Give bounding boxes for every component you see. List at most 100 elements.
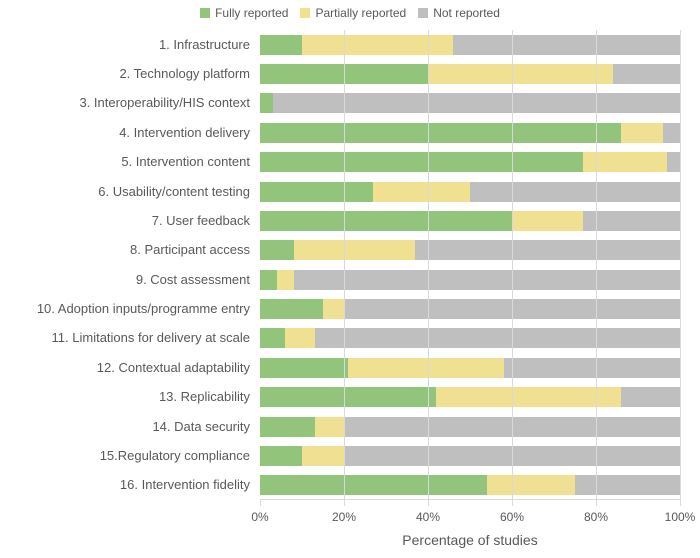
tickmark — [680, 500, 681, 506]
bar-segment-partial — [302, 446, 344, 466]
bar-row: 3. Interoperability/HIS context — [260, 93, 680, 113]
category-label: 4. Intervention delivery — [0, 123, 250, 143]
category-label: 1. Infrastructure — [0, 35, 250, 55]
category-label: 5. Intervention content — [0, 152, 250, 172]
bar-row: 13. Replicability — [260, 387, 680, 407]
bars-area: 1. Infrastructure 2. Technology platform 3… — [260, 30, 680, 500]
bar-segment-not — [583, 211, 680, 231]
bar-row: 8. Participant access — [260, 240, 680, 260]
bar-row: 6. Usability/content testing — [260, 182, 680, 202]
legend-label: Not reported — [433, 6, 500, 20]
gridline — [428, 30, 429, 500]
bar-row: 1. Infrastructure — [260, 35, 680, 55]
plot-area: 1. Infrastructure 2. Technology platform 3… — [260, 30, 680, 500]
chart-container: Fully reported Partially reported Not repo… — [0, 0, 700, 558]
bar-row: 2. Technology platform — [260, 64, 680, 84]
bar-segment-not — [273, 93, 680, 113]
bar-segment-not — [504, 358, 680, 378]
bar-segment-fully — [260, 299, 323, 319]
bar-segment-partial — [285, 328, 314, 348]
category-label: 11. Limitations for delivery at scale — [0, 328, 250, 348]
tick-label: 20% — [332, 510, 356, 524]
bar-segment-not — [621, 387, 680, 407]
bar-segment-partial — [436, 387, 621, 407]
bar-segment-partial — [512, 211, 583, 231]
category-label: 3. Interoperability/HIS context — [0, 93, 250, 113]
bar-segment-not — [667, 152, 680, 172]
bar-segment-partial — [348, 358, 503, 378]
bar-segment-fully — [260, 93, 273, 113]
tick-label: 60% — [500, 510, 524, 524]
bar-row: 5. Intervention content — [260, 152, 680, 172]
bar-segment-fully — [260, 417, 315, 437]
gridline — [512, 30, 513, 500]
bar-row: 12. Contextual adaptability — [260, 358, 680, 378]
bar-segment-fully — [260, 475, 487, 495]
legend-swatch — [300, 8, 310, 18]
bar-row: 7. User feedback — [260, 211, 680, 231]
tickmark — [596, 500, 597, 506]
legend: Fully reported Partially reported Not repo… — [0, 6, 700, 21]
tick-label: 80% — [584, 510, 608, 524]
bar-segment-partial — [315, 417, 344, 437]
bar-row: 15.Regulatory compliance — [260, 446, 680, 466]
bar-segment-partial — [323, 299, 344, 319]
tickmark — [344, 500, 345, 506]
gridline — [344, 30, 345, 500]
bar-segment-fully — [260, 328, 285, 348]
bar-segment-fully — [260, 446, 302, 466]
bar-segment-not — [575, 475, 680, 495]
bar-segment-fully — [260, 182, 373, 202]
bar-segment-partial — [621, 123, 663, 143]
category-label: 8. Participant access — [0, 240, 250, 260]
category-label: 6. Usability/content testing — [0, 182, 250, 202]
tickmark — [428, 500, 429, 506]
bar-segment-not — [663, 123, 680, 143]
bar-segment-fully — [260, 270, 277, 290]
legend-label: Fully reported — [215, 6, 288, 20]
tickmark — [512, 500, 513, 506]
bar-row: 10. Adoption inputs/programme entry — [260, 299, 680, 319]
tickmark — [260, 500, 261, 506]
x-axis-title: Percentage of studies — [260, 532, 680, 548]
category-label: 14. Data security — [0, 417, 250, 437]
category-label: 2. Technology platform — [0, 64, 250, 84]
legend-item-fully: Fully reported — [200, 6, 288, 20]
bar-segment-not — [315, 328, 680, 348]
bar-segment-partial — [302, 35, 453, 55]
bar-segment-not — [470, 182, 680, 202]
bar-row: 16. Intervention fidelity — [260, 475, 680, 495]
bar-segment-fully — [260, 358, 348, 378]
legend-swatch — [418, 8, 428, 18]
bar-segment-not — [453, 35, 680, 55]
bar-segment-partial — [428, 64, 613, 84]
x-axis-line — [260, 499, 680, 500]
category-label: 12. Contextual adaptability — [0, 358, 250, 378]
bar-segment-partial — [294, 240, 416, 260]
bar-segment-partial — [277, 270, 294, 290]
category-label: 16. Intervention fidelity — [0, 475, 250, 495]
category-label: 10. Adoption inputs/programme entry — [0, 299, 250, 319]
bar-segment-fully — [260, 123, 621, 143]
legend-swatch — [200, 8, 210, 18]
category-label: 15.Regulatory compliance — [0, 446, 250, 466]
bar-segment-not — [415, 240, 680, 260]
category-label: 13. Replicability — [0, 387, 250, 407]
bar-row: 4. Intervention delivery — [260, 123, 680, 143]
category-label: 7. User feedback — [0, 211, 250, 231]
bar-segment-not — [613, 64, 680, 84]
tick-label: 100% — [665, 510, 696, 524]
bar-segment-fully — [260, 152, 583, 172]
gridline — [680, 30, 681, 500]
bar-row: 9. Cost assessment — [260, 270, 680, 290]
bar-segment-not — [294, 270, 680, 290]
legend-label: Partially reported — [315, 6, 406, 20]
gridline — [596, 30, 597, 500]
bar-row: 11. Limitations for delivery at scale — [260, 328, 680, 348]
legend-item-not: Not reported — [418, 6, 500, 20]
bar-segment-fully — [260, 387, 436, 407]
bar-segment-fully — [260, 240, 294, 260]
tick-label: 40% — [416, 510, 440, 524]
bar-row: 14. Data security — [260, 417, 680, 437]
category-label: 9. Cost assessment — [0, 270, 250, 290]
